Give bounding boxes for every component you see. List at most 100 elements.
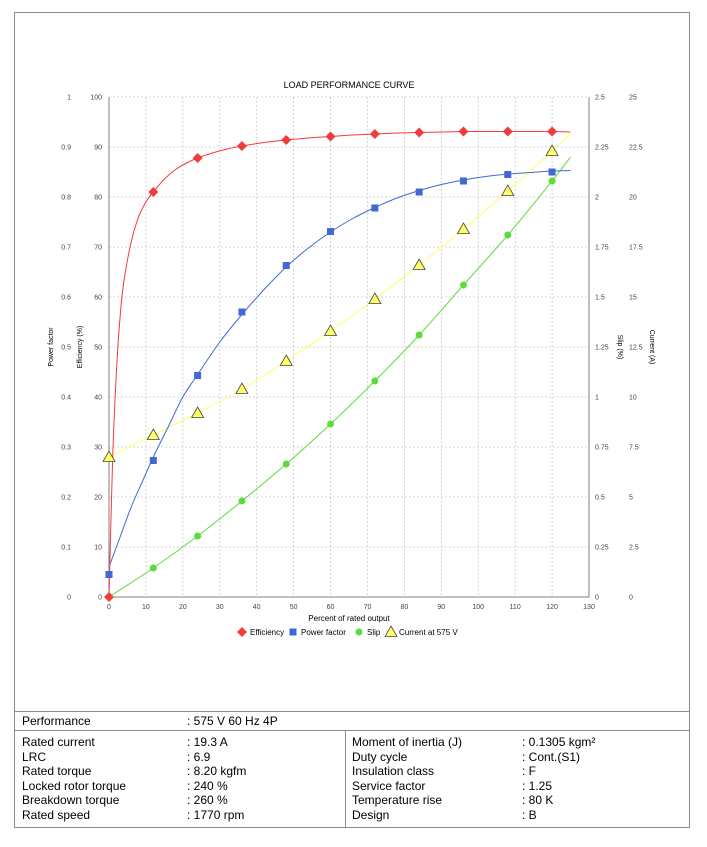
current-tick-label: 7.5	[629, 445, 639, 452]
spec-label: Locked rotor torque	[22, 778, 127, 793]
power-factor-axis-label: Power factor	[48, 327, 55, 367]
spec-value: : 80 K	[522, 793, 554, 807]
data-point	[414, 127, 425, 138]
spec-value: : 19.3 A	[187, 735, 228, 749]
efficiency-axis-label: Efficiency (%)	[77, 326, 84, 369]
data-point	[323, 324, 338, 336]
power-factor-tick-label: 1	[67, 95, 71, 102]
data-point	[325, 131, 336, 142]
power-factor-tick-label: 0.9	[61, 145, 71, 152]
efficiency-tick-label: 30	[94, 445, 102, 452]
data-point	[327, 420, 335, 428]
spec-value: : 240 %	[187, 778, 228, 793]
data-point	[238, 308, 246, 316]
spec-value: : 1770 rpm	[187, 807, 245, 822]
efficiency-tick-label: 70	[94, 245, 102, 252]
data-point	[235, 382, 249, 394]
spec-value: : 1.25	[522, 778, 553, 793]
spec-value: : 260 %	[187, 793, 228, 807]
efficiency-tick-label: 20	[94, 495, 102, 502]
data-point	[415, 331, 423, 339]
spec-label: Rated torque	[22, 764, 92, 778]
data-point	[459, 177, 467, 185]
spec-values-right: : 0.1305 kgm² : Cont.(S1) : F : 1.25 : 8…	[522, 735, 595, 822]
report-frame	[14, 12, 690, 828]
spec-label: Breakdown torque	[22, 793, 120, 807]
power-factor-tick-label: 0	[67, 595, 71, 602]
slip-tick-label: 2.5	[595, 95, 605, 102]
x-tick-label: 110	[510, 604, 521, 611]
current-tick-label: 12.5	[629, 345, 643, 352]
x-tick-label: 130	[583, 604, 595, 611]
data-point	[371, 204, 379, 212]
spec-label: Design	[352, 807, 390, 822]
data-point	[504, 231, 512, 239]
legend-label: Power factor	[301, 628, 346, 637]
data-point	[501, 184, 515, 196]
power-factor-tick-label: 0.1	[61, 545, 71, 552]
data-point	[104, 592, 114, 602]
slip-tick-label: 1.75	[595, 245, 609, 252]
data-point	[327, 228, 335, 235]
x-tick-label: 0	[107, 604, 111, 611]
chart-title: LOAD PERFORMANCE CURVE	[284, 80, 415, 90]
slip-tick-label: 1.25	[595, 345, 609, 352]
spec-label: Rated speed	[22, 807, 91, 822]
spec-values-left: : 19.3 A : 6.9 : 8.20 kgfm : 240 % : 260…	[187, 735, 246, 822]
data-point	[458, 126, 469, 137]
x-tick-label: 50	[290, 604, 298, 611]
spec-value: : Cont.(S1)	[522, 749, 581, 764]
data-point	[548, 177, 556, 185]
x-tick-label: 90	[437, 604, 445, 611]
slip-tick-label: 2	[595, 195, 599, 202]
spec-value: : 8.20 kgfm	[187, 764, 247, 778]
data-point	[369, 129, 380, 139]
x-tick-label: 120	[546, 604, 558, 611]
slip-tick-label: 2.25	[595, 145, 609, 152]
spec-label: Insulation class	[352, 764, 435, 778]
current-tick-label: 0	[629, 595, 633, 602]
power-factor-tick-label: 0.3	[61, 445, 71, 452]
spec-labels-right: Moment of inertia (J) Duty cycle Insulat…	[352, 735, 462, 822]
efficiency-tick-label: 50	[94, 345, 102, 352]
data-point	[545, 144, 559, 156]
data-point	[456, 222, 471, 234]
current-tick-label: 10	[629, 395, 637, 402]
efficiency-tick-label: 60	[94, 295, 102, 302]
efficiency-tick-label: 100	[90, 95, 102, 102]
data-point	[459, 281, 467, 289]
data-point	[547, 126, 558, 137]
legend-label: Current at 575 V	[399, 628, 458, 637]
performance-row: Performance : 575 V 60 Hz 4P	[15, 711, 689, 731]
current-tick-label: 20	[629, 195, 637, 202]
spec-label: Rated current	[22, 735, 95, 749]
power-factor-tick-label: 0.6	[61, 295, 71, 302]
slip-tick-label: 1.5	[595, 295, 605, 302]
data-point	[148, 187, 159, 197]
x-tick-label: 100	[472, 604, 484, 611]
x-tick-label: 60	[327, 604, 335, 611]
spec-value: : 6.9	[187, 749, 211, 764]
spec-label: LRC	[22, 749, 47, 764]
power-factor-tick-label: 0.7	[61, 245, 71, 252]
legend-label: Efficiency	[250, 628, 284, 637]
efficiency-tick-label: 80	[94, 195, 102, 202]
legend-marker	[355, 628, 363, 636]
x-axis-label: Percent of rated output	[308, 614, 390, 623]
efficiency-tick-label: 90	[94, 145, 102, 152]
power-factor-tick-label: 0.2	[61, 495, 71, 502]
spec-label: Service factor	[352, 778, 426, 793]
x-tick-label: 20	[179, 604, 187, 611]
current-tick-label: 17.5	[629, 245, 643, 252]
spec-value: : F	[522, 764, 536, 778]
current-tick-label: 5	[629, 495, 633, 502]
current-tick-label: 2.5	[629, 545, 639, 552]
data-point	[412, 258, 426, 270]
data-point	[149, 457, 157, 464]
x-tick-label: 10	[142, 604, 150, 611]
data-point	[194, 532, 202, 540]
efficiency-tick-label: 10	[94, 545, 102, 552]
slip-tick-label: 0.5	[595, 495, 605, 502]
data-point	[502, 126, 513, 137]
